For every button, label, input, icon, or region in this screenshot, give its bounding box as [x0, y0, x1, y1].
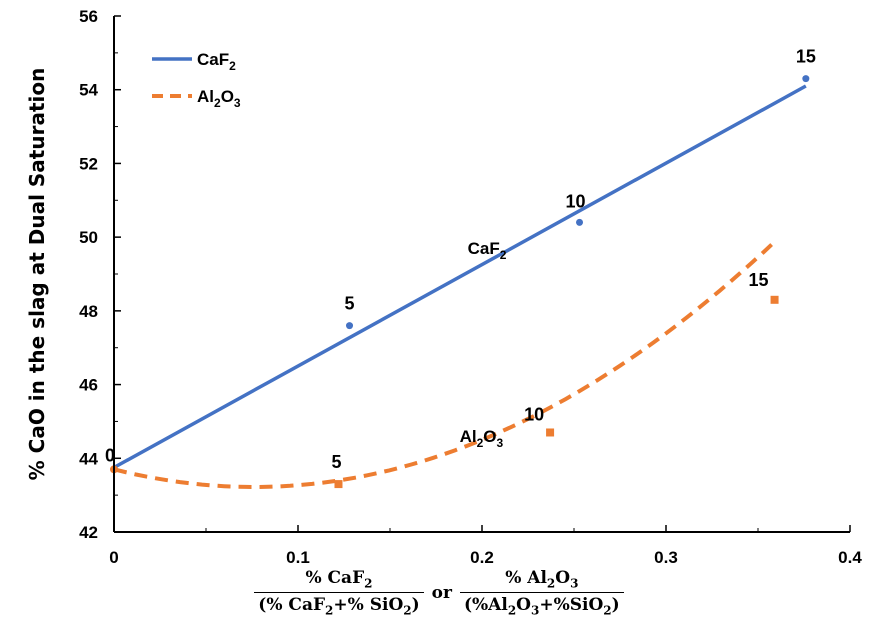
al2o3-point-label: 5 [331, 452, 341, 472]
legend: CaF2 Al2O3 [152, 50, 241, 110]
x-label-or: or [431, 582, 452, 603]
caf2-point-label: 0 [105, 445, 115, 465]
x-label-al2o3-numerator: % Al2O3 [505, 568, 579, 591]
x-label-al2o3-denominator: (%Al2O3+%SiO2) [459, 592, 624, 618]
y-axis-label: % CaO in the slag at Dual Saturation [25, 68, 49, 481]
y-tick-label: 52 [79, 154, 98, 173]
y-tick-label: 46 [79, 376, 98, 395]
x-tick-label: 0.4 [838, 548, 862, 567]
al2o3-point-label: 10 [524, 404, 544, 424]
x-label-caf2-numerator: % CaF2 [305, 568, 373, 591]
x-tick-label: 0.3 [654, 548, 678, 567]
caf2-data-point [346, 322, 354, 330]
al2o3-data-point [334, 480, 343, 489]
al2o3-point-label: 15 [749, 270, 769, 290]
y-tick-label: 42 [79, 523, 98, 542]
y-tick-label: 48 [79, 302, 98, 321]
curve-label-al2o3: Al2O3 [460, 427, 504, 450]
caf2-data-point [802, 75, 810, 83]
x-label-fraction-caf2: % CaF2 (% CaF2+% SiO2) [254, 568, 424, 618]
caf2-point-label: 10 [566, 191, 586, 211]
legend-label-al2o3: Al2O3 [197, 87, 241, 110]
x-axis-label: % CaF2 (% CaF2+% SiO2) or % Al2O3 (%Al2O… [0, 568, 878, 618]
y-tick-label: 56 [79, 7, 98, 26]
y-tick-label: 44 [79, 449, 98, 468]
caf2-point-label: 5 [345, 294, 355, 314]
caf2-point-label: 15 [796, 47, 816, 67]
legend-label-caf2: CaF2 [197, 50, 236, 73]
caf2-data-point [576, 218, 584, 226]
plot-area: 0 5 10 15 5 10 15 [105, 47, 816, 490]
x-tick-label: 0.2 [470, 548, 494, 567]
curve-label-caf2: CaF2 [468, 239, 507, 262]
al2o3-fit-curve [113, 240, 776, 490]
al2o3-data-point [770, 295, 779, 304]
x-label-caf2-denominator: (% CaF2+% SiO2) [254, 592, 424, 618]
y-tick-label: 54 [79, 81, 98, 100]
caf2-fit-line [113, 84, 807, 470]
x-tick-label: 0.1 [286, 548, 310, 567]
x-tick-label: 0 [109, 548, 118, 567]
x-label-fraction-al2o3: % Al2O3 (%Al2O3+%SiO2) [459, 568, 624, 618]
al2o3-data-point [546, 428, 555, 437]
y-tick-label: 50 [79, 228, 98, 247]
